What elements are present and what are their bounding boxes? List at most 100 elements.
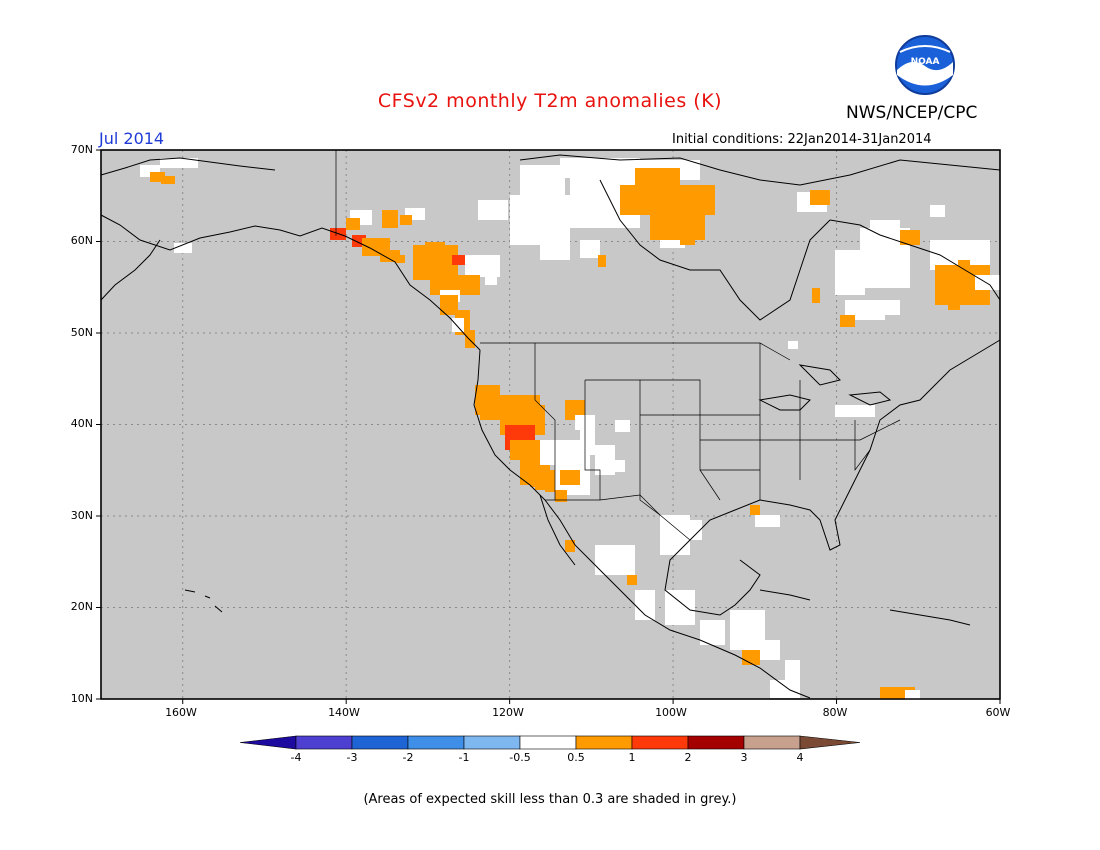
colorbar-segment bbox=[631, 735, 689, 750]
coastline bbox=[184, 589, 223, 613]
anomaly-block bbox=[885, 300, 900, 315]
anomaly-block bbox=[680, 230, 695, 245]
colorbar bbox=[239, 735, 861, 750]
anomaly-block bbox=[598, 255, 606, 267]
anomaly-block bbox=[545, 480, 557, 492]
agency-label: NWS/NCEP/CPC bbox=[846, 103, 978, 123]
anomaly-block bbox=[452, 255, 466, 265]
lon-label-60w: 60W bbox=[985, 706, 1011, 719]
coastline bbox=[664, 499, 761, 616]
noaa-logo bbox=[894, 34, 956, 96]
lat-label-40n: 40N bbox=[70, 417, 93, 430]
anomaly-block bbox=[605, 460, 625, 472]
anomaly-block bbox=[700, 620, 725, 645]
colorbar-tick-label: -3 bbox=[346, 751, 358, 764]
anomaly-block bbox=[465, 255, 500, 277]
skill-note: (Areas of expected skill less than 0.3 a… bbox=[363, 792, 737, 807]
anomaly-block bbox=[595, 545, 635, 575]
border-line bbox=[639, 470, 661, 516]
coastline bbox=[829, 219, 1001, 301]
border-line bbox=[585, 379, 760, 471]
colorbar-segment bbox=[407, 735, 465, 750]
anomaly-block bbox=[835, 250, 865, 295]
coastline bbox=[519, 154, 1001, 186]
anomaly-block bbox=[650, 210, 705, 240]
political-borders bbox=[335, 150, 901, 541]
anomaly-block bbox=[160, 158, 198, 168]
colorbar-segment bbox=[743, 735, 801, 750]
lon-label-100w: 100W bbox=[655, 706, 687, 719]
border-line bbox=[584, 380, 601, 500]
coastline bbox=[758, 394, 811, 411]
colorbar-tick-label: 1 bbox=[628, 751, 636, 764]
forecast-month: Jul 2014 bbox=[99, 129, 165, 148]
lat-label-60n: 60N bbox=[70, 234, 93, 247]
border-line bbox=[700, 419, 901, 441]
anomaly-block bbox=[150, 172, 165, 182]
colorbar-segment bbox=[799, 735, 861, 750]
anomaly-block bbox=[975, 275, 1000, 290]
anomaly-block bbox=[810, 190, 830, 205]
lon-label-140w: 140W bbox=[328, 706, 360, 719]
anomaly-block bbox=[161, 176, 175, 184]
anomaly-block bbox=[540, 240, 570, 260]
anomaly-block bbox=[440, 295, 458, 315]
lon-label-120w: 120W bbox=[492, 706, 524, 719]
anomaly-block bbox=[520, 165, 565, 195]
anomaly-blocks bbox=[140, 158, 1000, 700]
lon-label-80w: 80W bbox=[822, 706, 848, 719]
colorbar-tick-label: 2 bbox=[684, 751, 692, 764]
colorbar-segment bbox=[519, 735, 577, 750]
anomaly-block bbox=[382, 210, 398, 228]
anomaly-block bbox=[770, 680, 800, 698]
colorbar-tick-label: 0.5 bbox=[567, 751, 585, 764]
chart-title: CFSv2 monthly T2m anomalies (K) bbox=[377, 90, 723, 112]
lat-label-10n: 10N bbox=[70, 692, 93, 705]
anomaly-block bbox=[742, 650, 760, 665]
anomaly-block bbox=[635, 168, 680, 188]
anomaly-block bbox=[485, 275, 497, 285]
coastline bbox=[100, 157, 276, 176]
coastline bbox=[889, 609, 971, 626]
lat-label-70n: 70N bbox=[70, 143, 93, 156]
anomaly-block bbox=[346, 218, 360, 230]
coastline bbox=[759, 589, 811, 601]
initial-conditions: Initial conditions: 22Jan2014-31Jan2014 bbox=[672, 132, 932, 147]
axis-ticks bbox=[96, 149, 1001, 704]
coastline bbox=[848, 391, 892, 406]
colorbar-segment bbox=[463, 735, 521, 750]
colorbar-segment bbox=[575, 735, 633, 750]
anomaly-block bbox=[580, 430, 595, 455]
coastlines bbox=[100, 154, 1001, 699]
colorbar-tick-label: -2 bbox=[402, 751, 414, 764]
coastline bbox=[100, 214, 481, 351]
anomaly-block bbox=[870, 220, 900, 240]
colorbar-segment bbox=[295, 735, 353, 750]
anomaly-block bbox=[627, 575, 637, 585]
anomaly-block bbox=[565, 540, 575, 552]
anomaly-block bbox=[615, 420, 630, 432]
colorbar-segment bbox=[239, 735, 297, 750]
anomaly-block bbox=[580, 240, 600, 258]
anomaly-block bbox=[425, 242, 445, 252]
anomaly-block bbox=[840, 315, 855, 327]
coastline bbox=[759, 339, 1001, 551]
coastline bbox=[100, 239, 161, 301]
anomaly-block bbox=[750, 505, 760, 515]
colorbar-tick-label: -4 bbox=[290, 751, 302, 764]
anomaly-block bbox=[530, 475, 545, 487]
anomaly-block bbox=[755, 515, 780, 527]
colorbar-segment bbox=[687, 735, 745, 750]
coastline bbox=[544, 499, 811, 699]
anomaly-block bbox=[930, 205, 945, 217]
anomaly-block bbox=[760, 640, 780, 660]
anomaly-block bbox=[785, 660, 800, 680]
anomaly-block bbox=[560, 158, 640, 178]
anomaly-block bbox=[395, 255, 405, 263]
anomaly-block bbox=[510, 195, 570, 245]
lat-label-50n: 50N bbox=[70, 326, 93, 339]
anomaly-block bbox=[690, 520, 702, 540]
lon-label-160w: 160W bbox=[165, 706, 197, 719]
coastline bbox=[798, 364, 841, 386]
